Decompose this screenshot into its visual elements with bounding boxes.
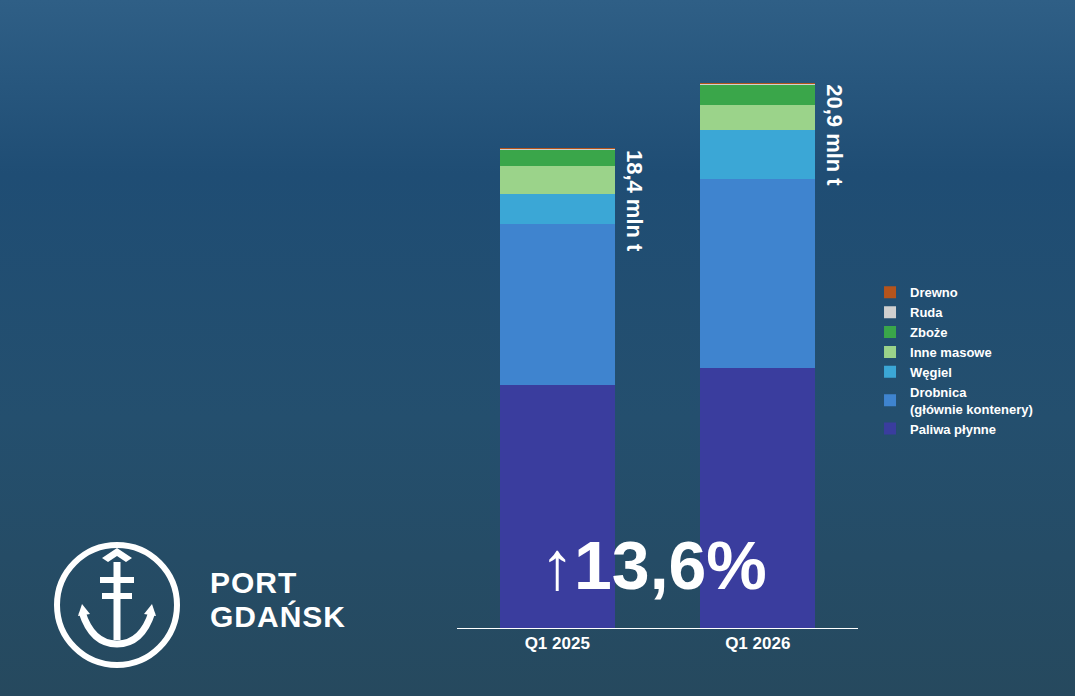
svg-text:Zboże: Zboże: [910, 325, 948, 340]
svg-text:Ruda: Ruda: [910, 305, 943, 320]
html-text:PORT: PORT: [210, 566, 298, 599]
svg-text:Paliwa płynne: Paliwa płynne: [910, 422, 996, 437]
svg-text:20,9 mln t: 20,9 mln t: [822, 84, 847, 186]
svg-text:Q1 2025: Q1 2025: [525, 634, 590, 653]
svg-text:18,4 mln t: 18,4 mln t: [622, 150, 647, 252]
svg-text:Inne masowe: Inne masowe: [910, 345, 992, 360]
svg-text:Drewno: Drewno: [910, 285, 958, 300]
html-text:GDAŃSK: GDAŃSK: [210, 600, 346, 633]
svg-text:Q1 2026: Q1 2026: [725, 634, 790, 653]
svg-text:Węgiel: Węgiel: [910, 365, 952, 380]
svg-text:↑13,6%: ↑13,6%: [540, 527, 767, 603]
svg-text:Drobnica(głównie kontenery): Drobnica(głównie kontenery): [910, 385, 1033, 417]
